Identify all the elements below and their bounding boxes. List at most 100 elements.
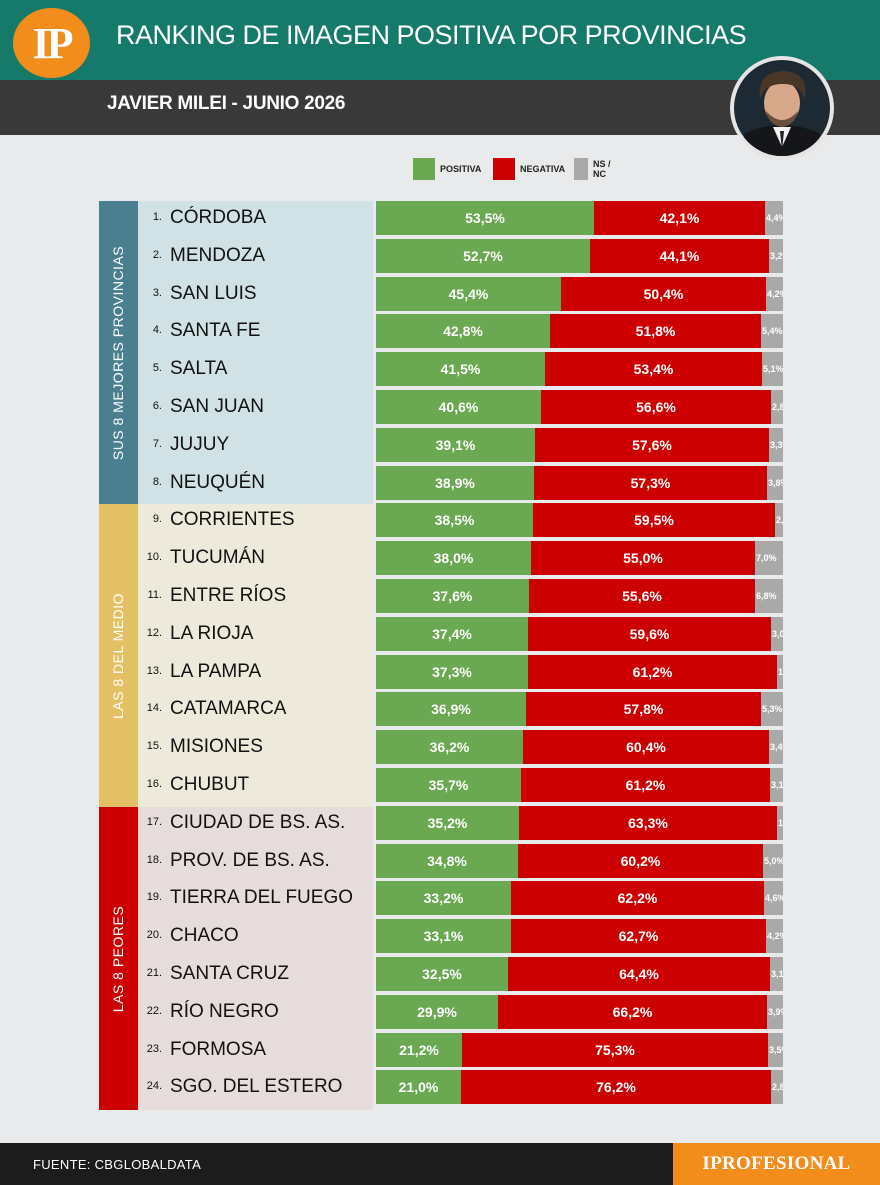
bar-segment-positiva: 37,3% (376, 654, 528, 689)
chart-row: 5. SALTA 41,5% 53,4% 5,1% (0, 352, 880, 387)
bar-segment-positiva: 39,1% (376, 427, 535, 462)
legend-label-nsnc: NS / NC (593, 159, 611, 179)
bar-segment-nsnc: 5,0% (763, 843, 783, 878)
data-label-nsnc: 4,6% (765, 893, 783, 904)
bar-segment-nsnc: 5,3% (761, 692, 783, 727)
data-label-nsnc: 3,0% (772, 628, 783, 639)
header-bar (0, 0, 880, 80)
bar-segment-negativa: 64,4% (508, 957, 770, 991)
data-label-nsnc: 3,2% (770, 250, 783, 261)
bar-segment-nsnc: 2,0% (775, 503, 783, 538)
data-label-nsnc: 4,2% (767, 288, 783, 299)
bar-segment-positiva: 52,7% (376, 238, 590, 273)
data-label-negativa: 66,2% (612, 1003, 653, 1020)
data-label-negativa: 63,3% (628, 814, 668, 831)
data-label-positiva: 35,7% (428, 777, 469, 793)
data-label-positiva: 38,0% (433, 550, 474, 567)
bar-segment-nsnc: 3,4% (769, 730, 783, 765)
data-label-positiva: 37,4% (432, 625, 472, 642)
bar-segment-nsnc: 4,4% (765, 201, 783, 235)
category-label: SALTA (170, 358, 228, 380)
bar-segment-nsnc: 3,8% (767, 465, 783, 500)
chart-row: 12. LA RIOJA 37,4% 59,6% 3,0% (0, 616, 880, 651)
bar-segment-negativa: 63,3% (519, 805, 777, 840)
data-label-positiva: 45,4% (448, 285, 489, 302)
category-label: PROV. DE BS. AS. (170, 849, 330, 871)
bar-segment-negativa: 60,4% (523, 730, 769, 765)
chart-row: 16. CHUBUT 35,7% 61,2% 3,1% (0, 768, 880, 802)
data-label-negativa: 62,7% (618, 928, 659, 945)
bar-segment-positiva: 36,9% (376, 692, 526, 727)
logo: IP (13, 8, 90, 78)
bar-segment-positiva: 34,8% (376, 843, 518, 878)
rank-label: 4. (152, 324, 162, 337)
rank-label: 2. (152, 248, 162, 261)
data-label-nsnc: 3,9% (768, 1006, 783, 1017)
category-label: SGO. DEL ESTERO (170, 1076, 343, 1098)
legend-swatch-nsnc (574, 158, 588, 180)
chart-row: 8. NEUQUÉN 38,9% 57,3% 3,8% (0, 465, 880, 500)
bar-segment-nsnc: 4,2% (766, 276, 783, 311)
data-label-negativa: 44,1% (659, 247, 700, 264)
data-label-negativa: 75,3% (595, 1041, 635, 1058)
rank-label: 8. (152, 475, 162, 488)
data-label-nsnc: 3,1% (771, 969, 783, 979)
bar-segment-positiva: 41,5% (376, 352, 545, 387)
bar-segment-positiva: 40,6% (376, 390, 541, 424)
chart-row: 3. SAN LUIS 45,4% 50,4% 4,2% (0, 276, 880, 311)
data-label-nsnc: 3,8% (768, 477, 783, 488)
data-label-positiva: 37,6% (432, 588, 473, 604)
bar-track: 38,5% 59,5% 2,0% (376, 503, 783, 538)
page-subtitle: JAVIER MILEI - JUNIO 2026 (107, 93, 346, 114)
bar-segment-positiva: 45,4% (376, 276, 561, 311)
data-label-positiva: 40,6% (438, 399, 479, 415)
bar-segment-nsnc: 3,1% (770, 957, 783, 991)
data-label-negativa: 51,8% (635, 323, 676, 340)
data-label-nsnc: 4,2% (767, 931, 783, 942)
data-label-positiva: 32,5% (422, 966, 462, 982)
data-label-negativa: 59,6% (629, 625, 670, 642)
data-label-positiva: 36,2% (429, 739, 470, 756)
data-label-negativa: 76,2% (596, 1079, 636, 1096)
bar-segment-positiva: 35,7% (376, 768, 521, 802)
data-label-nsnc: 3,4% (770, 742, 783, 753)
bar-segment-nsnc: 3,1% (770, 768, 783, 802)
chart-row: 1. CÓRDOBA 53,5% 42,1% 4,4% (0, 201, 880, 235)
bar-segment-positiva: 33,1% (376, 919, 511, 954)
bar-track: 21,0% 76,2% 2,8% (376, 1070, 783, 1105)
bar-segment-positiva: 21,0% (376, 1070, 461, 1105)
bar-segment-nsnc: 1,5% (777, 805, 783, 840)
rank-label: 12. (146, 626, 162, 639)
data-label-negativa: 57,8% (623, 701, 664, 718)
category-label: CATAMARCA (170, 698, 287, 720)
chart-row: 19. TIERRA DEL FUEGO 33,2% 62,2% 4,6% (0, 881, 880, 916)
category-label: MENDOZA (170, 244, 265, 266)
category-label: NEUQUÉN (170, 471, 266, 493)
rank-label: 16. (146, 778, 162, 790)
bar-segment-negativa: 75,3% (462, 1032, 768, 1067)
bar-track: 32,5% 64,4% 3,1% (376, 957, 783, 991)
bar-track: 45,4% 50,4% 4,2% (376, 276, 783, 311)
page-title: RANKING DE IMAGEN POSITIVA POR PROVINCIA… (116, 20, 747, 50)
rank-label: 10. (146, 551, 162, 564)
bar-segment-negativa: 55,6% (529, 579, 755, 613)
category-label: ENTRE RÍOS (170, 585, 287, 606)
data-label-negativa: 55,6% (622, 588, 662, 604)
rank-label: 6. (152, 400, 162, 412)
bar-segment-negativa: 76,2% (461, 1070, 771, 1105)
chart-row: 23. FORMOSA 21,2% 75,3% 3,5% (0, 1032, 880, 1067)
bar-track: 53,5% 42,1% 4,4% (376, 201, 783, 235)
chart-row: 17. CIUDAD DE BS. AS. 35,2% 63,3% 1,5% (0, 805, 880, 840)
bar-track: 37,6% 55,6% 6,8% (376, 579, 783, 613)
bar-segment-nsnc: 3,0% (771, 616, 783, 651)
bar-segment-positiva: 29,9% (376, 994, 498, 1029)
bar-track: 29,9% 66,2% 3,9% (376, 994, 783, 1029)
data-label-nsnc: 5,3% (762, 704, 783, 715)
bar-track: 41,5% 53,4% 5,1% (376, 352, 783, 387)
bar-segment-negativa: 57,3% (534, 465, 767, 500)
data-label-positiva: 42,8% (443, 323, 483, 340)
category-label: SAN JUAN (170, 396, 264, 417)
rank-label: 17. (146, 815, 162, 828)
chart-row: 2. MENDOZA 52,7% 44,1% 3,2% (0, 238, 880, 273)
bar-segment-nsnc: 5,1% (762, 352, 783, 387)
